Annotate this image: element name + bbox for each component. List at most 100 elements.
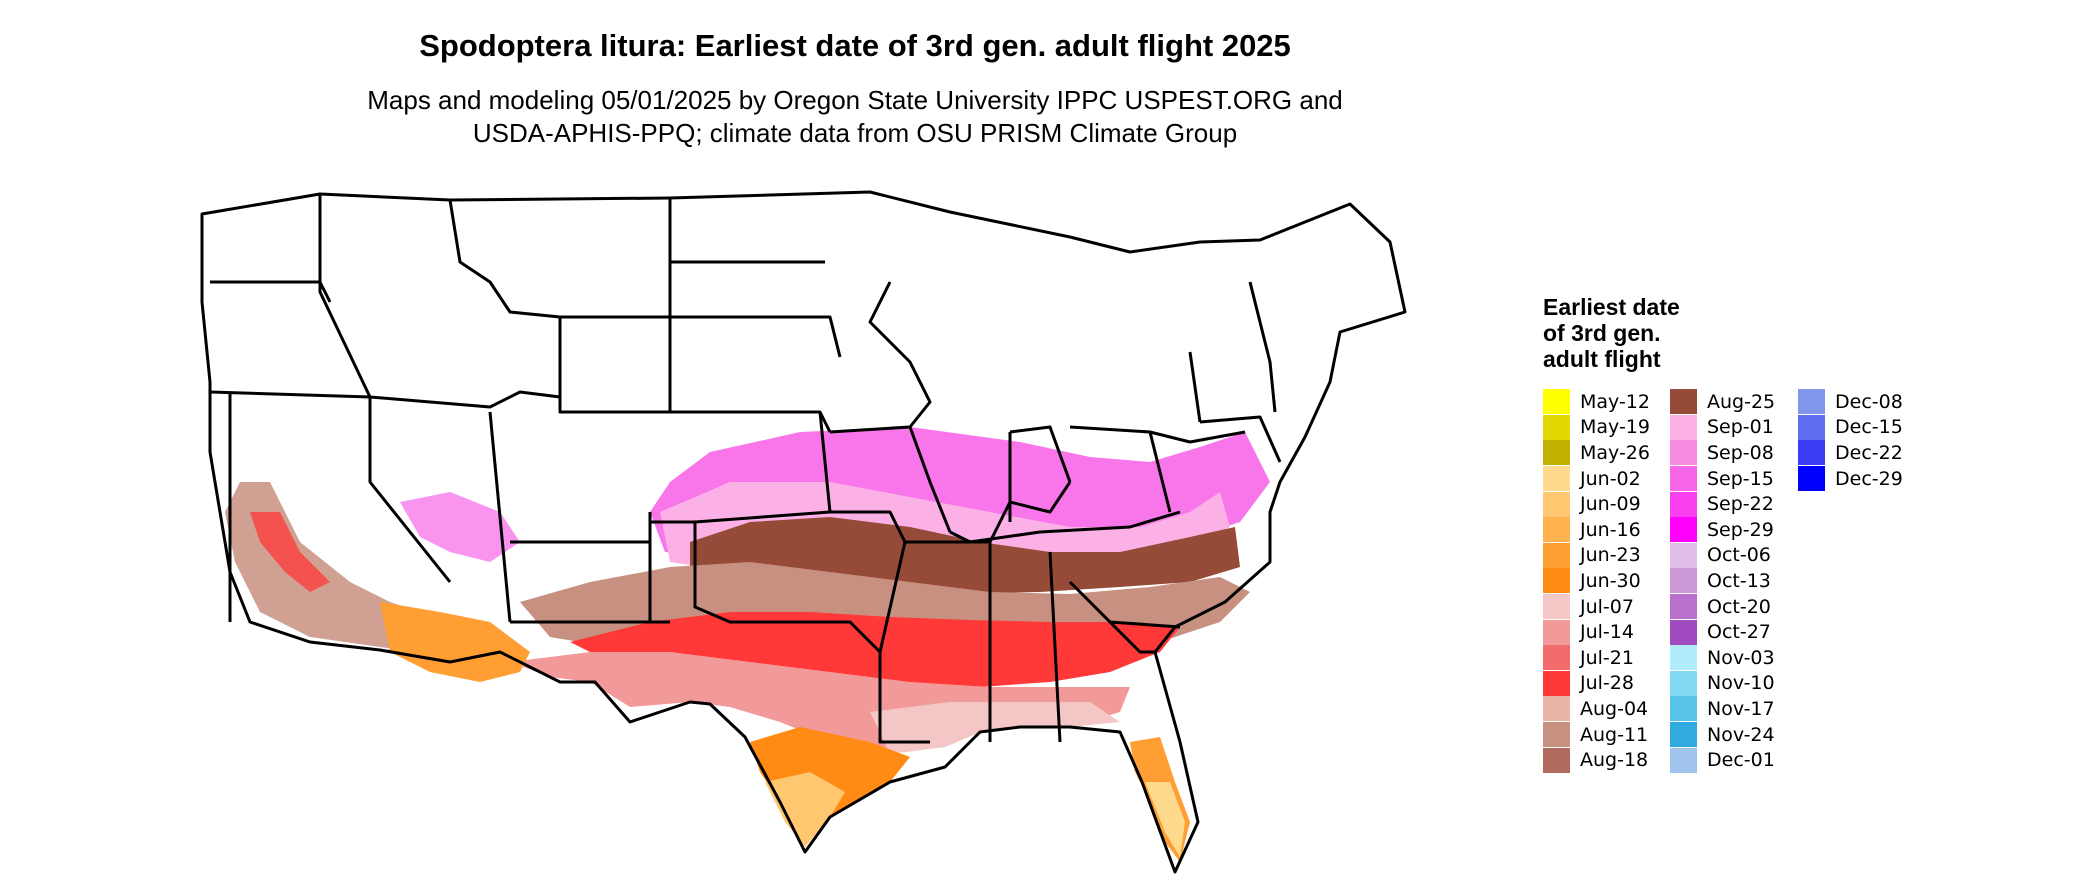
legend-swatch	[1670, 747, 1697, 773]
legend-item: Sep-22	[1670, 491, 1798, 517]
map-subtitle: Maps and modeling 05/01/2025 by Oregon S…	[0, 84, 1710, 150]
legend-column-2: Aug-25 Sep-01 Sep-08 Sep-15 Sep-22 Sep-29 Oct-…	[1670, 389, 1798, 773]
legend-swatch	[1670, 466, 1697, 492]
legend-swatch	[1798, 466, 1825, 492]
legend-label: Jun-30	[1580, 569, 1641, 592]
legend-label: Jun-16	[1580, 518, 1641, 541]
legend-swatch	[1670, 491, 1697, 517]
us-map	[200, 190, 1407, 874]
legend-label: Dec-01	[1707, 749, 1775, 772]
legend-label: Aug-25	[1707, 390, 1776, 413]
legend-item: Sep-01	[1670, 414, 1798, 441]
legend-label: Jul-14	[1580, 621, 1634, 644]
legend-label: Dec-29	[1835, 467, 1903, 490]
legend-item: Aug-04	[1543, 696, 1670, 722]
subtitle-line-1: Maps and modeling 05/01/2025 by Oregon S…	[367, 85, 1343, 115]
legend-swatch	[1543, 466, 1570, 492]
legend-item: Jun-30	[1543, 568, 1670, 594]
legend-label: Aug-18	[1580, 749, 1649, 772]
legend-label: Dec-22	[1835, 441, 1903, 464]
subtitle-line-2: USDA-APHIS-PPQ; climate data from OSU PR…	[472, 118, 1238, 148]
legend-label: Jul-21	[1580, 646, 1634, 669]
legend-swatch	[1798, 440, 1825, 466]
legend-label: Sep-22	[1707, 493, 1774, 516]
legend-label: Oct-20	[1707, 595, 1771, 618]
legend-swatch	[1543, 414, 1570, 440]
legend-item: Jul-21	[1543, 645, 1670, 671]
legend-swatch	[1543, 568, 1570, 594]
legend-label: Aug-11	[1580, 723, 1649, 746]
legend-item: Nov-03	[1670, 645, 1798, 671]
legend-label: Oct-27	[1707, 621, 1771, 644]
legend-item: Jul-14	[1543, 619, 1670, 645]
legend-swatch	[1670, 670, 1697, 696]
legend-item: Nov-24	[1670, 722, 1798, 748]
legend-item: Nov-17	[1670, 696, 1798, 722]
legend-swatch	[1543, 542, 1570, 568]
legend-item: Dec-22	[1798, 440, 1903, 466]
map-title: Spodoptera litura: Earliest date of 3rd …	[419, 28, 1291, 63]
legend-item: May-26	[1543, 440, 1670, 466]
legend-item: Jul-07	[1543, 594, 1670, 620]
legend-label: Sep-15	[1707, 467, 1774, 490]
legend-label: May-26	[1580, 441, 1650, 464]
legend-swatch	[1670, 414, 1697, 440]
state-boundaries	[200, 190, 1407, 874]
legend-label: Oct-13	[1707, 569, 1771, 592]
legend-swatch	[1670, 440, 1697, 466]
legend-swatch	[1670, 568, 1697, 594]
legend-label: Dec-15	[1835, 416, 1903, 439]
legend-item: Sep-08	[1670, 440, 1798, 466]
legend-swatch	[1670, 594, 1697, 620]
legend-swatch	[1670, 517, 1697, 543]
legend-swatch	[1543, 619, 1570, 645]
legend-swatch	[1543, 517, 1570, 543]
legend-item: Oct-06	[1670, 542, 1798, 569]
legend-item: Jun-16	[1543, 517, 1670, 543]
flight-date-zones	[225, 427, 1270, 862]
legend-item: Jun-02	[1543, 466, 1670, 492]
zone-jun	[765, 772, 845, 847]
legend-swatch	[1543, 722, 1570, 748]
legend-swatch	[1543, 594, 1570, 620]
legend-label: May-12	[1580, 390, 1650, 413]
legend-label: Dec-08	[1835, 390, 1903, 413]
zone-central-valley	[250, 512, 330, 592]
legend-item: Dec-15	[1798, 414, 1903, 441]
legend-swatch	[1543, 696, 1570, 722]
legend-item: May-19	[1543, 414, 1670, 441]
legend-swatch	[1670, 389, 1697, 415]
legend-label: Sep-29	[1707, 518, 1774, 541]
legend-label: Nov-10	[1707, 672, 1775, 695]
legend-item: Jun-23	[1543, 542, 1670, 569]
legend-column-1: May-12 May-19 May-26 Jun-02 Jun-09 Jun-16 Jun-…	[1543, 389, 1670, 773]
legend-swatch	[1670, 542, 1697, 568]
legend-swatch	[1543, 389, 1570, 415]
legend-label: Oct-06	[1707, 544, 1771, 567]
legend-item: Nov-10	[1670, 670, 1798, 697]
legend-label: Jun-02	[1580, 467, 1641, 490]
legend-label: Nov-03	[1707, 646, 1775, 669]
legend-swatch	[1670, 619, 1697, 645]
legend-item: May-12	[1543, 389, 1670, 415]
legend-label: Jul-07	[1580, 595, 1634, 618]
legend-label: Sep-01	[1707, 416, 1774, 439]
zone-florida-light	[1145, 782, 1185, 857]
legend-title-line-2: of 3rd gen.	[1543, 320, 1661, 346]
legend-label: Aug-04	[1580, 697, 1649, 720]
legend-title: Earliest date of 3rd gen. adult flight	[1543, 294, 1733, 372]
legend-swatch	[1543, 645, 1570, 671]
legend-label: Nov-17	[1707, 697, 1775, 720]
zone-southwest	[380, 602, 530, 682]
legend-swatch	[1543, 747, 1570, 773]
legend-column-3: Dec-08 Dec-15 Dec-22 Dec-29	[1798, 389, 1903, 773]
legend-label: May-19	[1580, 416, 1650, 439]
legend-title-line-3: adult flight	[1543, 346, 1661, 372]
legend-item: Sep-15	[1670, 466, 1798, 492]
legend-swatch	[1670, 645, 1697, 671]
legend-item: Dec-29	[1798, 466, 1903, 492]
legend-swatch	[1670, 722, 1697, 748]
legend-item: Aug-25	[1670, 389, 1798, 415]
zone-mountain-spots	[400, 492, 520, 562]
legend-item: Jul-28	[1543, 670, 1670, 697]
